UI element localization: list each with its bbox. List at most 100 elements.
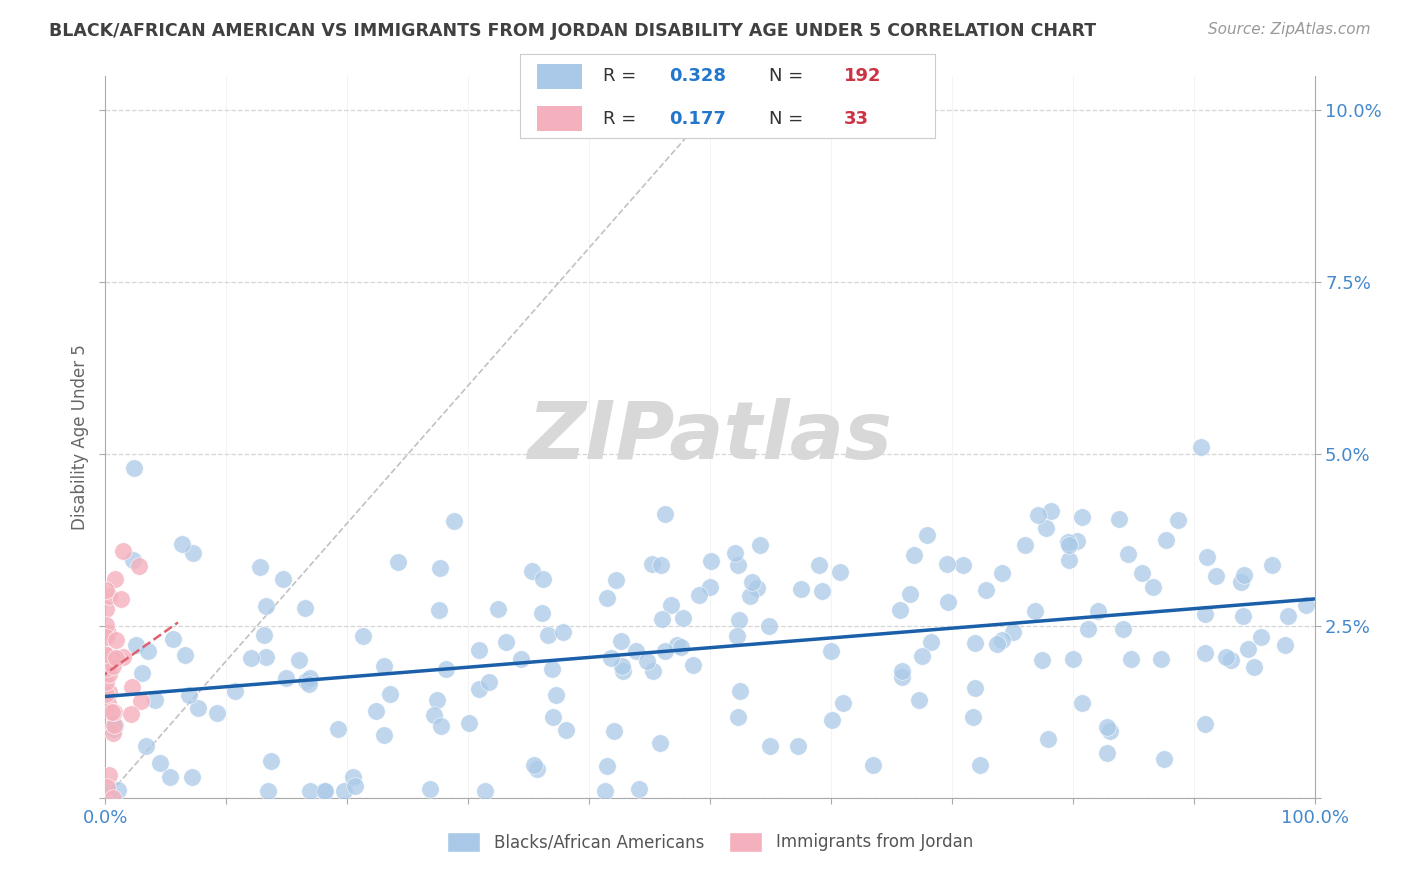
Text: R =: R = [603, 110, 643, 128]
Point [786, 739, 808, 753]
Point [541, 662, 564, 676]
Point [651, 612, 673, 626]
Point [257, 784, 280, 798]
Point [187, 701, 209, 715]
Point [610, 659, 633, 673]
Point [543, 709, 565, 723]
Point [101, 725, 124, 739]
Point [224, 683, 246, 698]
Point [758, 619, 780, 633]
Point [1220, 652, 1243, 666]
Point [443, 514, 465, 528]
Point [741, 575, 763, 590]
Point [121, 680, 143, 694]
Point [312, 784, 335, 798]
Point [104, 572, 127, 586]
Point [94, 583, 117, 598]
Point [1031, 653, 1053, 667]
Point [969, 757, 991, 772]
Point [135, 739, 157, 754]
Point [1121, 652, 1143, 666]
Point [111, 650, 134, 665]
Point [298, 677, 321, 691]
Point [429, 719, 451, 733]
Point [1277, 608, 1299, 623]
Point [596, 759, 619, 773]
Point [122, 553, 145, 567]
Point [1194, 646, 1216, 660]
Point [509, 652, 531, 666]
Point [181, 546, 204, 560]
Point [1040, 503, 1063, 517]
Point [120, 706, 142, 721]
Point [474, 784, 496, 798]
Point [98, 768, 121, 782]
Point [94, 647, 117, 661]
Point [112, 543, 135, 558]
Text: R =: R = [603, 68, 643, 86]
Point [288, 653, 311, 667]
Point [138, 644, 160, 658]
Point [555, 723, 578, 737]
Point [936, 557, 959, 571]
Point [699, 580, 721, 594]
Point [725, 629, 748, 643]
Point [811, 583, 834, 598]
Point [749, 538, 772, 552]
Point [1142, 580, 1164, 594]
Point [180, 770, 202, 784]
Point [1194, 607, 1216, 622]
Point [522, 564, 544, 578]
Point [328, 722, 350, 736]
Point [373, 728, 395, 742]
Point [434, 662, 457, 676]
Point [468, 643, 491, 657]
Point [1057, 535, 1080, 549]
Point [260, 755, 283, 769]
Point [808, 558, 831, 572]
Point [1108, 512, 1130, 526]
Text: 192: 192 [844, 68, 882, 86]
Point [159, 770, 181, 784]
Point [103, 722, 125, 736]
Point [820, 713, 842, 727]
Point [596, 591, 619, 605]
Legend: Blacks/African Americans, Immigrants from Jordan: Blacks/African Americans, Immigrants fro… [440, 825, 980, 859]
Point [641, 664, 664, 678]
Point [820, 644, 842, 658]
Point [728, 683, 751, 698]
Point [891, 664, 914, 678]
Point [254, 649, 277, 664]
Point [551, 625, 574, 640]
Point [1087, 604, 1109, 618]
Point [103, 659, 125, 673]
Point [1195, 550, 1218, 565]
Point [1230, 575, 1253, 590]
Point [602, 724, 624, 739]
Point [124, 460, 146, 475]
Point [600, 651, 623, 665]
Point [526, 762, 548, 776]
Point [965, 635, 987, 649]
Point [612, 664, 634, 678]
Point [1191, 440, 1213, 454]
Point [387, 555, 409, 569]
Point [891, 670, 914, 684]
Point [96, 661, 118, 675]
Point [1295, 598, 1317, 612]
Point [298, 784, 321, 798]
Point [624, 643, 647, 657]
Point [249, 560, 271, 574]
Point [915, 528, 938, 542]
Point [1057, 553, 1080, 567]
Point [124, 638, 146, 652]
Point [688, 588, 710, 602]
Point [342, 770, 364, 784]
Text: N =: N = [769, 68, 808, 86]
Point [426, 693, 449, 707]
Point [1154, 533, 1177, 547]
Point [1232, 608, 1254, 623]
Point [1066, 533, 1088, 548]
Point [107, 782, 129, 797]
Text: Source: ZipAtlas.com: Source: ZipAtlas.com [1208, 22, 1371, 37]
